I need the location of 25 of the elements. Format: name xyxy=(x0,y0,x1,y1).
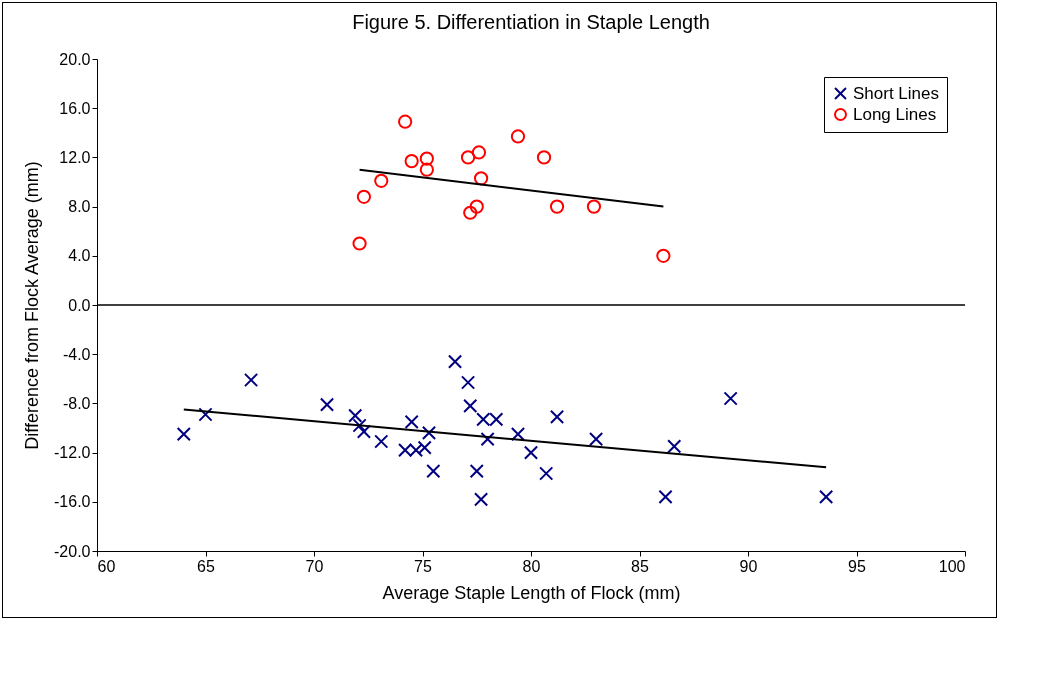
y-tick-label: -20.0 xyxy=(54,542,91,560)
y-tick-label: 8.0 xyxy=(68,198,91,216)
x-tick-label: 60 xyxy=(97,557,116,575)
x-axis-title: Average Staple Length of Flock (mm) xyxy=(382,582,681,603)
y-tick-label: 4.0 xyxy=(68,247,91,265)
y-tick-label: 20.0 xyxy=(59,50,91,68)
x-tick-label: 70 xyxy=(305,557,324,575)
y-tick-label: -4.0 xyxy=(62,345,91,363)
x-tick-label: 65 xyxy=(197,557,215,575)
x-tick-label: 100 xyxy=(938,557,966,575)
legend-label: Long Lines xyxy=(853,104,937,124)
x-tick-label: 80 xyxy=(522,557,541,575)
y-axis-title: Difference from Flock Average (mm) xyxy=(22,161,43,450)
legend-label: Short Lines xyxy=(853,83,939,103)
x-tick-label: 85 xyxy=(631,557,649,575)
y-tick-label: 16.0 xyxy=(59,99,91,117)
x-tick-label: 75 xyxy=(414,557,432,575)
y-tick-label: 0.0 xyxy=(68,296,91,314)
x-tick-label: 90 xyxy=(739,557,758,575)
y-tick-label: -16.0 xyxy=(54,493,91,511)
y-tick-label: -8.0 xyxy=(62,394,91,412)
x-tick-label: 95 xyxy=(848,557,866,575)
y-tick-label: 12.0 xyxy=(59,148,91,166)
y-tick-label: -12.0 xyxy=(54,444,91,462)
chart-title: Figure 5. Differentiation in Staple Length xyxy=(352,11,710,33)
